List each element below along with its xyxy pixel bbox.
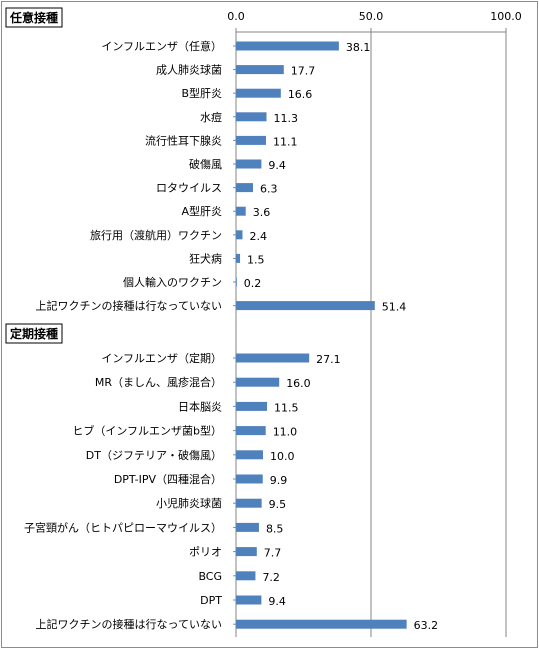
category-label: 狂犬病 — [189, 251, 222, 265]
bar — [236, 450, 263, 460]
category-label: インフルエンザ（定期） — [101, 351, 222, 365]
bar — [236, 522, 259, 532]
bar — [236, 547, 257, 557]
bar — [236, 401, 268, 411]
bar — [236, 619, 407, 629]
category-label: BCG — [198, 570, 222, 583]
data-label: 16.0 — [286, 377, 311, 390]
category-label: 流行性耳下腺炎 — [145, 133, 222, 147]
bar — [236, 474, 263, 484]
bar — [236, 571, 256, 581]
category-label: 日本脳炎 — [178, 399, 222, 413]
data-label: 9.9 — [270, 474, 288, 487]
bar — [236, 253, 241, 263]
data-label: 17.7 — [291, 65, 316, 78]
data-label: 11.5 — [274, 401, 299, 414]
data-label: 10.0 — [270, 450, 295, 463]
bar — [236, 277, 237, 287]
bar — [236, 498, 262, 508]
bar — [236, 595, 262, 605]
category-label: 上記ワクチンの接種は行なっていない — [36, 299, 222, 313]
x-tick-label: 0.0 — [227, 10, 245, 23]
data-label: 11.0 — [273, 426, 298, 439]
data-label: 9.5 — [269, 498, 287, 511]
data-label: 6.3 — [260, 183, 278, 196]
data-label: 9.4 — [268, 159, 286, 172]
data-label: 51.4 — [382, 301, 407, 314]
category-label: 上記ワクチンの接種は行なっていない — [36, 617, 222, 631]
data-label: 11.3 — [274, 112, 299, 125]
bar — [236, 230, 243, 240]
category-label: ロタウイルス — [156, 182, 222, 195]
data-label: 2.4 — [249, 230, 266, 243]
bar — [236, 183, 254, 193]
bar — [236, 135, 266, 145]
bar — [236, 206, 246, 216]
data-label: 11.1 — [273, 135, 298, 148]
bar — [236, 88, 281, 98]
category-label: DPT-IPV（四種混合） — [114, 472, 222, 486]
category-label: 子宮頸がん（ヒトパピローマウイルス） — [24, 520, 222, 534]
x-tick-label: 100.0 — [490, 10, 522, 23]
category-label: DPT — [200, 594, 222, 607]
category-label: ヒブ（インフルエンザ菌b型） — [72, 424, 222, 438]
section-title-box — [5, 323, 63, 344]
data-label: 9.4 — [268, 595, 286, 608]
data-label: 38.1 — [346, 41, 371, 54]
bar — [236, 112, 267, 122]
data-label: 27.1 — [316, 353, 341, 366]
category-label: インフルエンザ（任意） — [101, 39, 222, 53]
data-label: 8.5 — [266, 522, 284, 535]
section-title-box — [5, 7, 63, 28]
category-label: DT（ジフテリア・破傷風） — [86, 448, 222, 462]
category-label: B型肝炎 — [181, 86, 222, 100]
category-label: ポリオ — [189, 546, 222, 559]
x-tick-label: 50.0 — [359, 10, 384, 23]
data-label: 63.2 — [414, 619, 439, 632]
bar — [236, 65, 284, 75]
bar — [236, 159, 262, 169]
category-label: A型肝炎 — [181, 204, 222, 218]
data-label: 0.2 — [244, 277, 261, 290]
bar — [236, 426, 266, 436]
data-label: 16.6 — [288, 88, 313, 101]
data-label: 3.6 — [253, 206, 271, 219]
bar — [236, 377, 280, 387]
bar — [236, 301, 375, 311]
category-label: 個人輸入のワクチン — [123, 275, 222, 289]
data-label: 7.2 — [262, 571, 280, 584]
category-label: 成人肺炎球菌 — [156, 63, 222, 77]
data-label: 7.7 — [264, 547, 282, 560]
category-label: MR（ましん、風疹混合） — [95, 375, 222, 389]
section-title: 任意接種 — [9, 10, 58, 25]
category-label: 小児肺炎球菌 — [156, 496, 222, 510]
section-title: 定期接種 — [10, 326, 58, 341]
bar — [236, 353, 310, 363]
bar — [236, 41, 339, 51]
category-label: 水痘 — [200, 110, 222, 124]
category-label: 破傷風 — [189, 157, 222, 171]
data-label: 1.5 — [247, 253, 264, 266]
category-label: 旅行用（渡航用）ワクチン — [90, 228, 222, 242]
